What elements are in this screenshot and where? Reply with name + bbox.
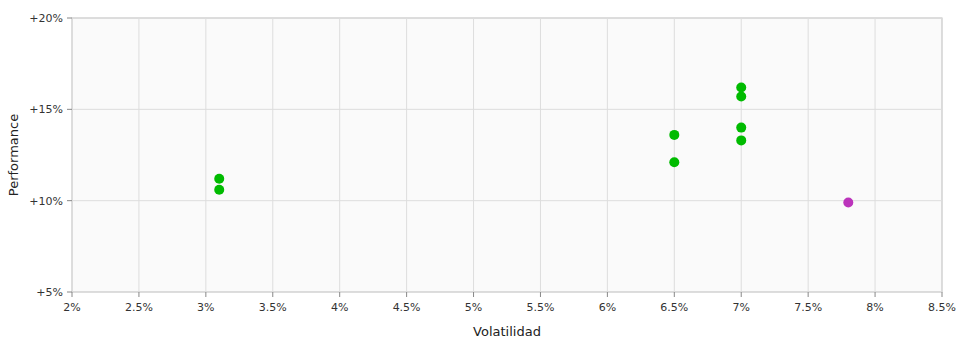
y-grid-line [72,200,942,201]
x-tick [406,292,407,297]
x-tick [272,292,273,297]
scatter-point [214,174,224,184]
x-tick-label: 3.5% [259,301,287,314]
y-tick [67,200,72,201]
scatter-point [736,82,746,92]
chart: 2% 2.5% 3% 3.5% 4% 4.5% 5% 5.5% 6% 6.5% 7% 7.5% 8% 8.… [0,0,966,350]
scatter-point [736,92,746,102]
ticks: 2% 2.5% 3% 3.5% 4% 4.5% 5% 5.5% 6% 6.5% 7% 7.5% 8% 8.… [29,12,956,314]
x-tick [205,292,206,297]
y-tick-label: +10% [29,195,63,208]
x-tick [741,292,742,297]
x-grid-line [138,18,139,292]
x-tick-label: 8.5% [928,301,956,314]
x-grid-line [607,18,608,292]
x-tick-label: 7.5% [794,301,822,314]
x-tick [674,292,675,297]
x-tick [875,292,876,297]
scatter-point [669,157,679,167]
y-tick-label: +20% [29,12,63,25]
scatter-point [843,197,853,207]
scatter-point [736,135,746,145]
y-axis-label: Performance [6,114,21,196]
x-tick-label: 4.5% [393,301,421,314]
x-tick-label: 5% [465,301,482,314]
y-grid-line [72,18,942,19]
x-tick-label: 2% [63,301,80,314]
x-grid-line [942,18,943,292]
x-tick [942,292,943,297]
y-grid-line [72,292,942,293]
x-grid-line [406,18,407,292]
x-tick-label: 2.5% [125,301,153,314]
plot-area [72,18,942,292]
x-grid-line [72,18,73,292]
y-tick [67,109,72,110]
x-tick [808,292,809,297]
x-tick [339,292,340,297]
x-grid-line [272,18,273,292]
x-grid-line [875,18,876,292]
x-tick [540,292,541,297]
points [214,82,853,207]
x-grid-line [205,18,206,292]
x-tick-label: 3% [197,301,214,314]
x-grid-line [808,18,809,292]
x-grid-line [674,18,675,292]
y-tick [67,292,72,293]
x-grid-line [339,18,340,292]
grid [72,18,942,292]
y-tick-label: +5% [36,286,63,299]
x-tick-label: 8% [866,301,883,314]
x-tick-label: 6.5% [660,301,688,314]
x-tick-label: 4% [331,301,348,314]
x-axis-label: Volatilidad [473,324,541,339]
scatter-point [736,123,746,133]
y-tick [67,18,72,19]
scatter-point [214,185,224,195]
y-tick-label: +15% [29,103,63,116]
x-tick [72,292,73,297]
y-grid-line [72,109,942,110]
x-grid-line [741,18,742,292]
x-grid-line [540,18,541,292]
x-tick-label: 5.5% [526,301,554,314]
x-tick [607,292,608,297]
scatter-point [669,130,679,140]
x-grid-line [473,18,474,292]
x-tick [473,292,474,297]
x-tick-label: 7% [733,301,750,314]
x-tick-label: 6% [599,301,616,314]
x-tick [138,292,139,297]
